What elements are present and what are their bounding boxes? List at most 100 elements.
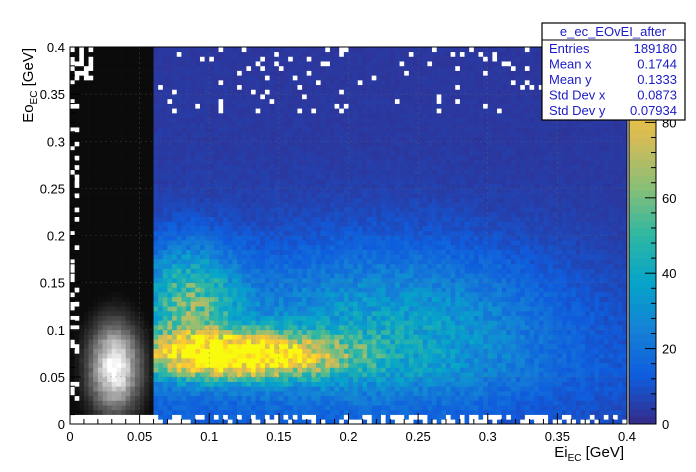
heatmap-cell xyxy=(241,301,247,307)
heatmap-cell xyxy=(88,169,94,175)
heatmap-cell xyxy=(329,263,335,269)
heatmap-cell xyxy=(283,112,289,119)
heatmap-cell xyxy=(269,343,275,349)
heatmap-cell xyxy=(288,367,294,373)
heatmap-cell xyxy=(269,414,275,420)
heatmap-cell xyxy=(130,240,136,246)
heatmap-cell xyxy=(158,296,164,302)
heatmap-cell xyxy=(288,51,294,57)
heatmap-cell xyxy=(218,136,224,142)
heatmap-cell xyxy=(223,259,229,265)
heatmap-cell xyxy=(241,160,247,166)
heatmap-cell xyxy=(186,273,192,279)
heatmap-cell xyxy=(176,221,182,227)
heatmap-cell xyxy=(121,329,127,335)
heatmap-cell xyxy=(176,273,182,279)
heatmap-cell xyxy=(199,150,205,156)
heatmap-cell xyxy=(260,268,266,274)
heatmap-cell xyxy=(125,259,131,265)
heatmap-cell xyxy=(97,405,103,411)
heatmap-cell xyxy=(311,391,317,397)
heatmap-cell xyxy=(274,47,280,53)
heatmap-cell xyxy=(186,348,192,354)
heatmap-cell xyxy=(162,329,168,335)
heatmap-cell xyxy=(246,136,252,142)
heatmap-cell xyxy=(176,226,182,232)
heatmap-cell xyxy=(278,221,284,227)
heatmap-cell xyxy=(255,197,261,203)
heatmap-cell xyxy=(204,414,210,420)
heatmap-cell xyxy=(172,230,178,236)
heatmap-cell xyxy=(199,94,205,100)
heatmap-cell xyxy=(232,164,238,170)
heatmap-cell xyxy=(325,150,331,156)
heatmap-cell xyxy=(79,391,85,397)
heatmap-cell xyxy=(176,51,182,57)
heatmap-cell xyxy=(172,103,178,109)
heatmap-cell xyxy=(199,240,205,246)
heatmap-cell xyxy=(213,310,219,316)
heatmap-cell xyxy=(246,141,252,147)
heatmap-cell xyxy=(320,358,326,364)
heatmap-cell xyxy=(213,145,219,152)
heatmap-cell xyxy=(167,310,173,316)
heatmap-cell xyxy=(195,277,201,283)
heatmap-cell xyxy=(343,174,349,180)
heatmap-cell xyxy=(227,249,233,255)
heatmap-cell xyxy=(111,240,117,246)
heatmap-cell xyxy=(223,301,229,307)
heatmap-cell xyxy=(227,169,233,175)
heatmap-cell xyxy=(316,273,321,279)
heatmap-cell xyxy=(167,178,173,185)
heatmap-cell xyxy=(325,174,331,180)
heatmap-cell xyxy=(283,362,289,368)
heatmap-cell xyxy=(237,400,243,406)
heatmap-cell xyxy=(283,61,289,67)
heatmap-cell xyxy=(292,188,298,194)
heatmap-cell xyxy=(251,169,257,175)
heatmap-cell xyxy=(306,178,312,185)
heatmap-cell xyxy=(278,292,284,298)
heatmap-cell xyxy=(223,160,229,166)
heatmap-cell xyxy=(209,400,215,406)
heatmap-cell xyxy=(260,419,266,425)
heatmap-cell xyxy=(311,150,317,156)
heatmap-cell xyxy=(181,339,187,345)
heatmap-cell xyxy=(232,263,238,269)
heatmap-cell xyxy=(255,339,261,345)
heatmap-cell xyxy=(348,226,354,232)
heatmap-cell xyxy=(190,207,196,213)
heatmap-cell xyxy=(320,282,326,288)
heatmap-cell xyxy=(251,353,257,359)
heatmap-cell xyxy=(227,103,233,109)
heatmap-cell xyxy=(130,235,136,241)
heatmap-cell xyxy=(311,339,317,345)
heatmap-cell xyxy=(334,325,340,331)
heatmap-cell xyxy=(102,244,108,250)
heatmap-cell xyxy=(121,226,127,232)
heatmap-cell xyxy=(218,409,224,415)
heatmap-cell xyxy=(167,240,173,246)
heatmap-cell xyxy=(70,155,75,161)
heatmap-cell xyxy=(255,244,261,250)
heatmap-cell xyxy=(181,89,187,95)
heatmap-cell xyxy=(302,263,308,269)
heatmap-cell xyxy=(125,174,131,180)
heatmap-cell xyxy=(297,136,303,142)
heatmap-cell xyxy=(144,414,150,420)
heatmap-cell xyxy=(107,103,113,109)
heatmap-cell xyxy=(199,282,205,288)
heatmap-cell xyxy=(297,207,303,213)
heatmap-cell xyxy=(227,202,233,208)
heatmap-cell xyxy=(274,61,280,67)
heatmap-cell xyxy=(97,112,103,119)
heatmap-cell xyxy=(144,405,150,411)
heatmap-cell xyxy=(339,122,345,128)
heatmap-cell xyxy=(255,259,261,265)
heatmap-cell xyxy=(125,249,131,255)
heatmap-cell xyxy=(111,47,117,53)
heatmap-cell xyxy=(297,249,303,255)
heatmap-cell xyxy=(306,216,312,222)
heatmap-cell xyxy=(209,306,215,312)
heatmap-cell xyxy=(218,155,224,161)
